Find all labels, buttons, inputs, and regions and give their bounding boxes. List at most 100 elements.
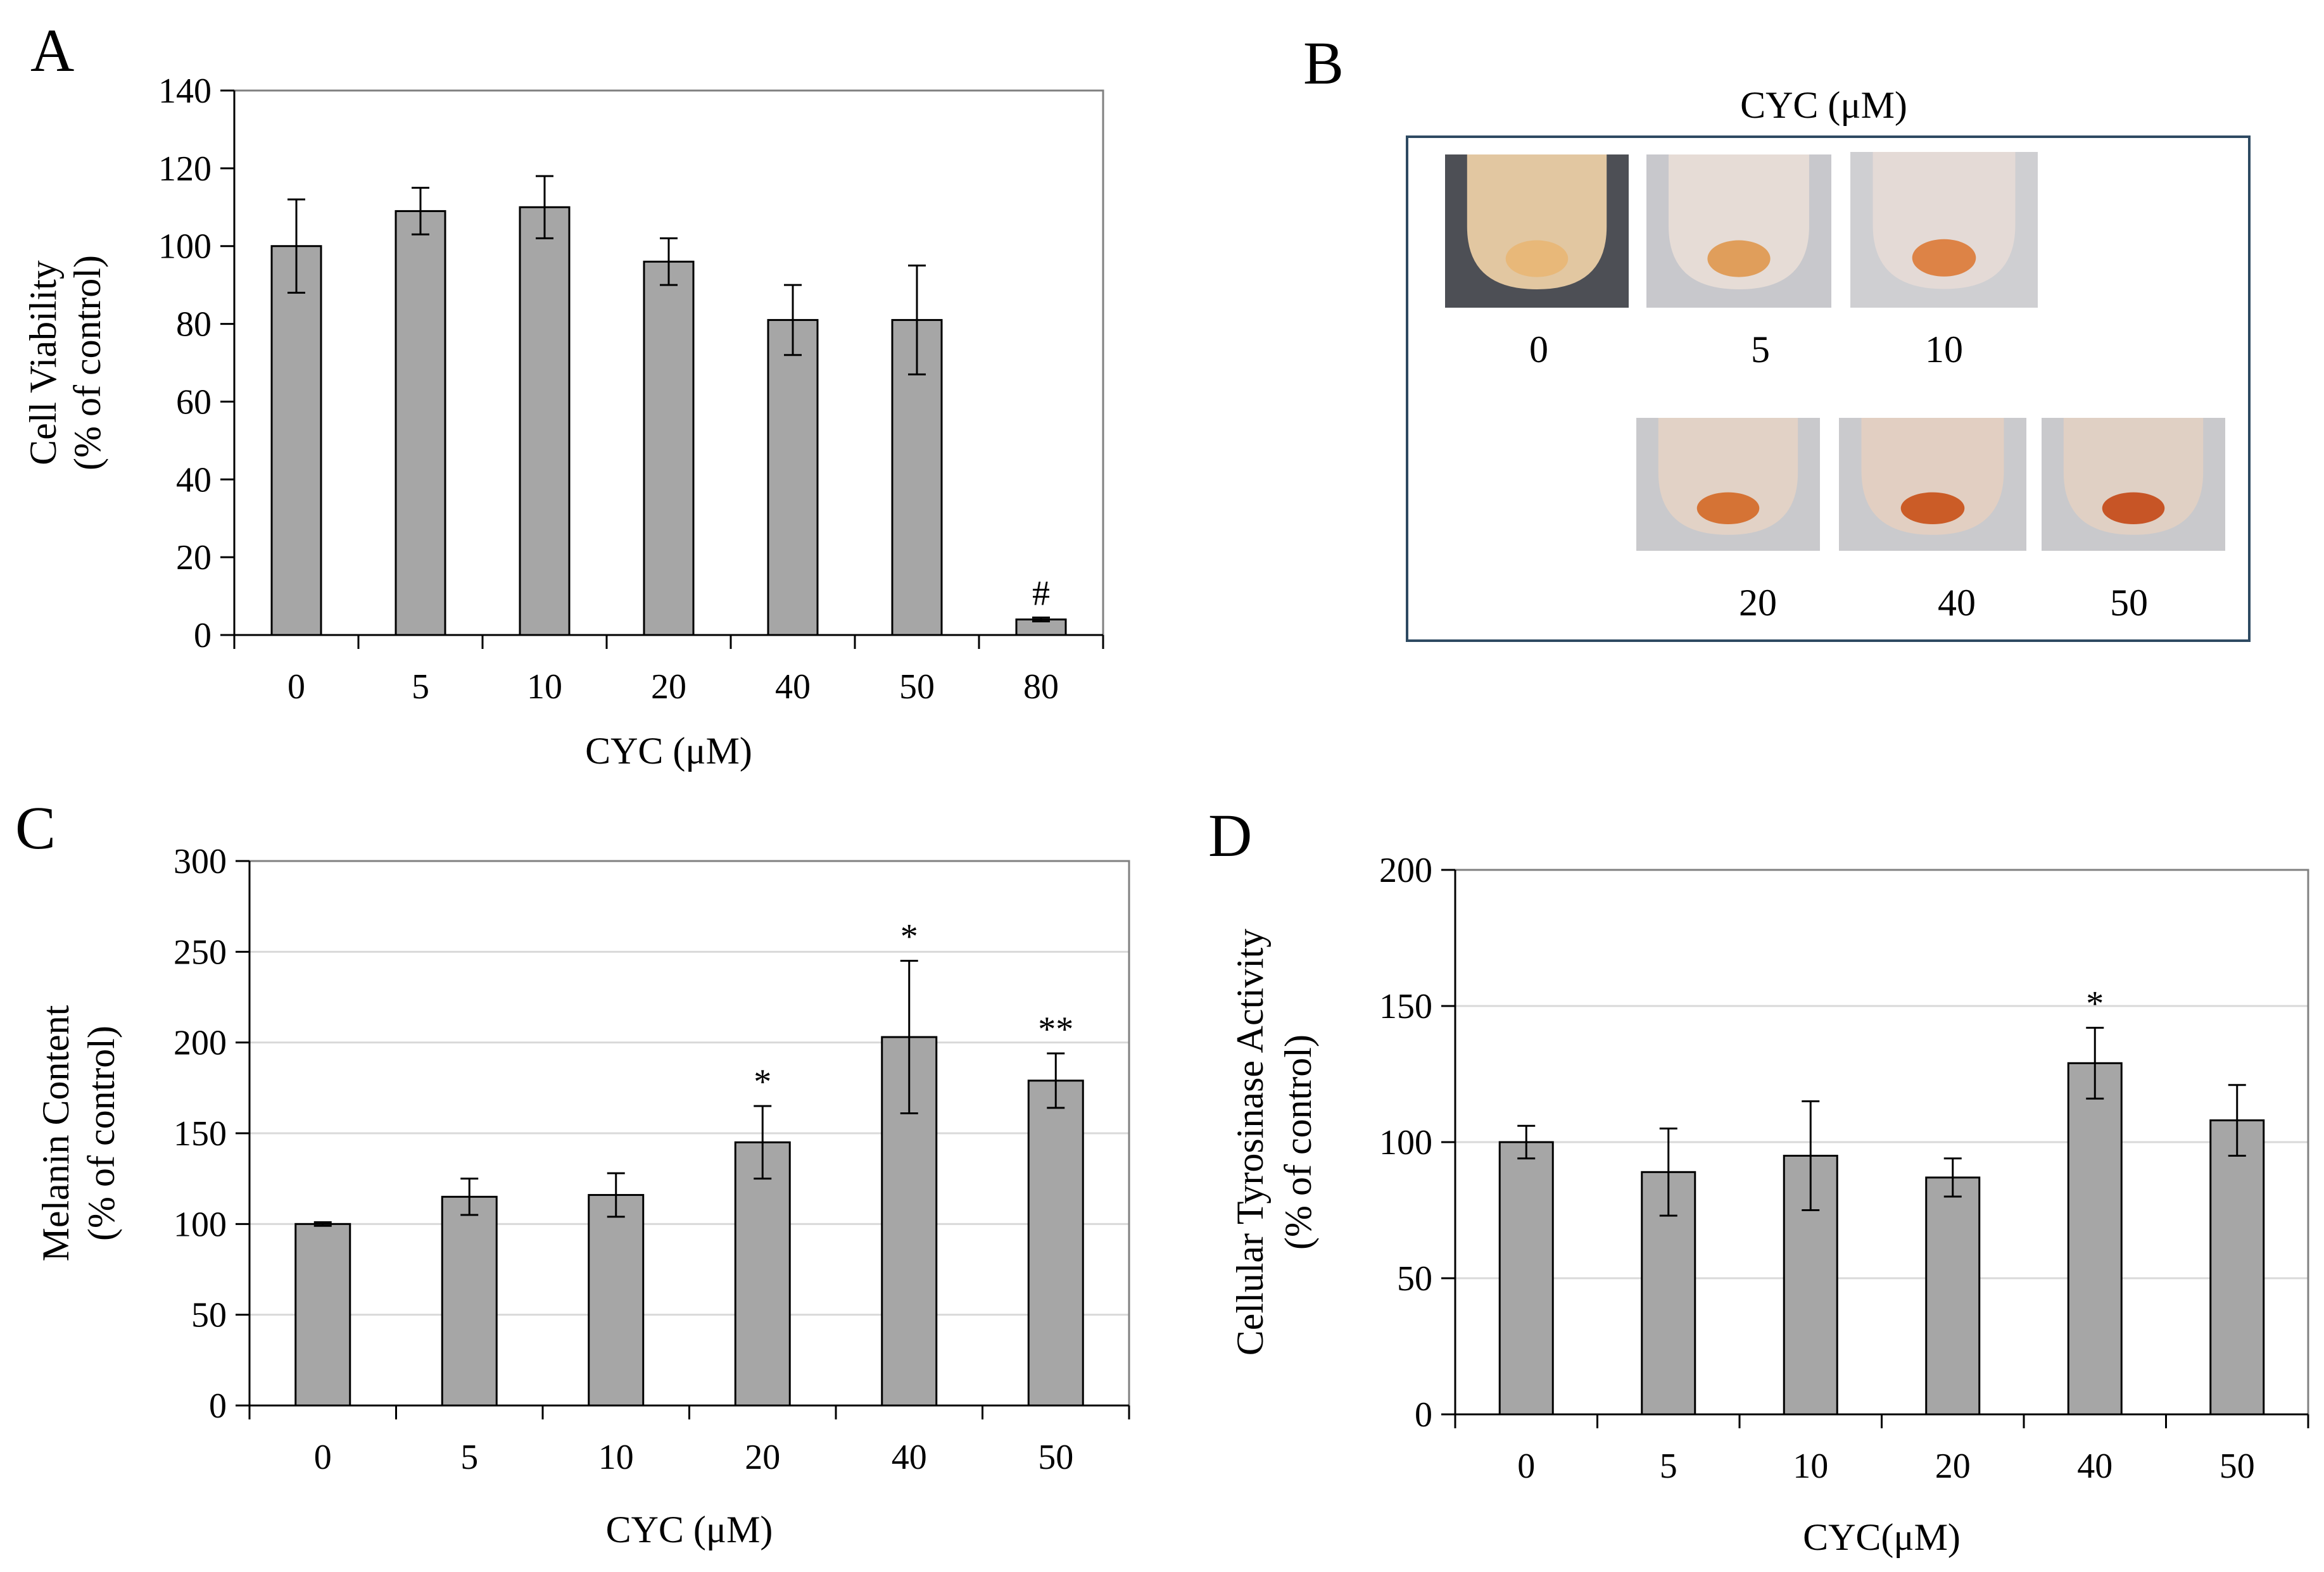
bar-20 <box>1925 1176 1981 1416</box>
panel-letter-d: D <box>1208 802 1252 869</box>
tube-tip <box>1861 418 2004 535</box>
x-tick-label-50: 50 <box>1038 1438 1073 1477</box>
x-tick-label-5: 5 <box>412 667 429 707</box>
x-tick-label-10: 10 <box>1793 1447 1828 1486</box>
chart-melanin-content: 0 50 100 150 200 250 300 0 5 10 20 * 40 * 50 ** CYC (μM)… <box>35 842 1130 1550</box>
pellet <box>1696 492 1760 524</box>
tube-tip <box>2063 418 2204 535</box>
tube-tip <box>1872 152 2016 289</box>
y-tick-label: 50 <box>191 1296 227 1335</box>
bar-50 <box>2209 1119 2265 1416</box>
bar-0 <box>270 245 322 636</box>
tube-tip <box>1467 154 1607 289</box>
photo-label-20: 20 <box>1739 582 1777 624</box>
x-tick-label-20: 20 <box>1935 1447 1971 1486</box>
x-tick-label-50: 50 <box>899 667 935 707</box>
pellet <box>1505 240 1569 277</box>
x-tick-label-0: 0 <box>314 1438 332 1477</box>
photo-label-40: 40 <box>1938 582 1976 624</box>
tube-tip <box>1658 418 1798 535</box>
significance-mark-80: # <box>1032 574 1050 613</box>
bar-20 <box>734 1141 791 1407</box>
y-tick-label: 20 <box>176 538 212 577</box>
pellet <box>1900 492 1965 524</box>
y-axis-title-line-2: (% of control) <box>1277 1034 1319 1250</box>
y-axis-title-line-1: Cellular Tyrosinase Activity <box>1229 929 1271 1356</box>
photo-label-0: 0 <box>1529 329 1548 370</box>
pellet <box>2102 492 2165 524</box>
pellet-photo-20: 20 <box>1636 418 1820 624</box>
x-tick-label-10: 10 <box>598 1438 634 1477</box>
photo-panel-title: CYC (μM) <box>1740 84 1907 126</box>
x-axis-title: CYC (μM) <box>585 730 752 772</box>
y-tick-label: 150 <box>174 1114 227 1154</box>
y-tick-label: 200 <box>174 1024 227 1063</box>
photo-grid: 0 5 10 20 40 50 <box>1445 152 2225 624</box>
x-tick-label-0: 0 <box>1517 1447 1535 1486</box>
panel-letter-a: A <box>30 16 74 84</box>
y-axis-title-line-1: Cell Viability <box>22 260 64 465</box>
y-tick-label: 100 <box>174 1205 227 1244</box>
x-tick-label-20: 20 <box>651 667 686 707</box>
x-tick-label-10: 10 <box>527 667 562 707</box>
significance-mark-50: ** <box>1038 1010 1073 1049</box>
bar-50 <box>1027 1079 1084 1407</box>
panel-letter-b: B <box>1303 29 1344 97</box>
significance-mark-40: * <box>900 917 918 957</box>
y-tick-label: 140 <box>158 72 212 111</box>
y-tick-label: 300 <box>174 842 227 881</box>
bar-40 <box>2067 1062 2123 1416</box>
photo-panel-frame <box>1406 135 2251 642</box>
x-tick-label-5: 5 <box>460 1438 478 1477</box>
significance-mark-40: * <box>2086 984 2104 1023</box>
x-tick-label-50: 50 <box>2220 1447 2255 1486</box>
x-tick-label-40: 40 <box>892 1438 927 1477</box>
pellet <box>1707 240 1771 277</box>
photo-label-10: 10 <box>1925 329 1963 370</box>
photo-label-5: 5 <box>1751 329 1770 370</box>
bar-0 <box>1498 1141 1554 1416</box>
x-axis-title: CYC(μM) <box>1803 1516 1961 1558</box>
bar-0 <box>294 1223 351 1407</box>
pellet-photo-10: 10 <box>1850 152 2038 370</box>
bar-5 <box>395 210 446 636</box>
y-axis-title-line-1: Melanin Content <box>35 1005 77 1261</box>
x-tick-label-80: 80 <box>1023 667 1059 707</box>
y-tick-label: 0 <box>209 1387 227 1426</box>
chart-tyrosinase-activity: 0 50 100 150 200 0 5 10 20 40 * 50 CYC(μM) Cellular T… <box>1229 851 2309 1558</box>
y-tick-label: 120 <box>158 149 212 189</box>
tube-tip <box>1669 154 1809 289</box>
chart-cell-viability: 0 20 40 60 80 100 120 140 0 5 10 20 40 50 80 # CYC (μM) C… <box>22 72 1104 772</box>
pellet-photo-50: 50 <box>2042 418 2225 624</box>
y-tick-label: 40 <box>176 460 212 500</box>
pellet-photo-5: 5 <box>1646 154 1831 370</box>
bar-10 <box>519 206 571 636</box>
x-axis-title: CYC (μM) <box>606 1509 773 1550</box>
pellet-photo-0: 0 <box>1445 154 1629 370</box>
y-tick-label: 80 <box>176 305 212 344</box>
y-tick-label: 0 <box>1415 1395 1432 1435</box>
y-tick-label: 60 <box>176 382 212 422</box>
x-tick-label-20: 20 <box>745 1438 780 1477</box>
bar-40 <box>767 318 819 636</box>
bar-40 <box>881 1036 938 1407</box>
bar-5 <box>441 1195 498 1407</box>
x-tick-label-40: 40 <box>2077 1447 2112 1486</box>
y-tick-label: 150 <box>1379 987 1432 1026</box>
y-tick-label: 100 <box>1379 1123 1432 1162</box>
photo-label-50: 50 <box>2110 582 2148 624</box>
y-axis-title-line-2: (% of control) <box>80 1026 122 1241</box>
pellet-photo-panel: CYC (μM) 0 5 10 20 40 50 <box>1406 84 2251 642</box>
x-tick-label-5: 5 <box>1660 1447 1677 1486</box>
x-tick-label-0: 0 <box>287 667 305 707</box>
pellet <box>1912 239 1976 277</box>
y-tick-label: 100 <box>158 227 212 267</box>
pellet-photo-40: 40 <box>1839 418 2026 624</box>
significance-mark-20: * <box>754 1062 771 1102</box>
panel-letter-c: C <box>15 794 56 862</box>
y-tick-label: 200 <box>1379 851 1432 890</box>
x-tick-label-40: 40 <box>775 667 811 707</box>
y-tick-label: 50 <box>1397 1259 1432 1298</box>
bar-20 <box>643 260 695 636</box>
